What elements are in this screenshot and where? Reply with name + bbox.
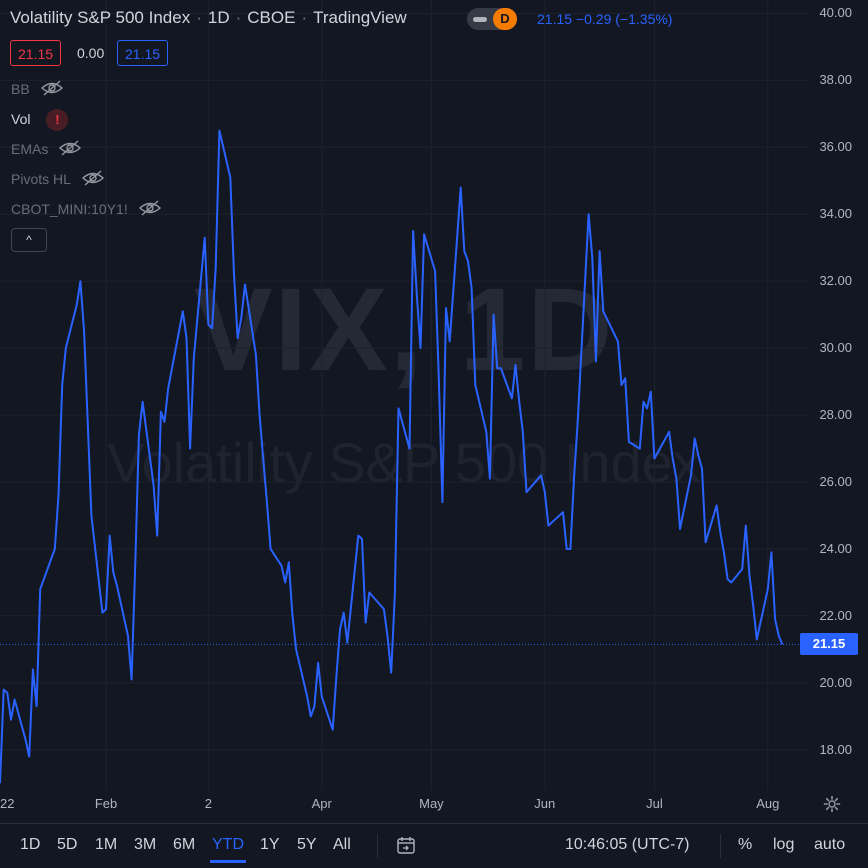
sell-button[interactable]: 21.15	[10, 40, 62, 66]
price-tick-label: 38.00	[819, 72, 852, 88]
range-3m[interactable]: 3M	[134, 836, 157, 853]
price-change: −0.29	[575, 11, 612, 27]
price-scale[interactable]: 40.00 38.00 36.00 34.00 32.00 30.00 28.00 26.00…	[808, 0, 868, 790]
watermark-symbol: VIX, 1D	[193, 264, 615, 396]
separator-dot: ·	[301, 8, 308, 27]
price-change-percent: (−1.35%)	[615, 11, 673, 27]
indicator-cbot-mini[interactable]: CBOT_MINI:10Y1!	[11, 199, 162, 219]
price-tick-label: 40.00	[819, 5, 852, 21]
watermark-description: Volatility S&P 500 Index	[107, 431, 701, 494]
price-tick-label: 18.00	[819, 741, 852, 757]
market-status-toggle[interactable]: D	[467, 8, 517, 30]
price-tick-label: 22.00	[819, 607, 852, 623]
chart-pane[interactable]: VIX, 1D Volatility S&P 500 Index Volatil…	[0, 0, 808, 790]
time-tick-label: Apr	[311, 796, 332, 811]
indicator-label: EMAs	[11, 141, 49, 158]
range-5d[interactable]: 5D	[57, 836, 78, 853]
time-tick-label: Aug	[756, 796, 780, 811]
clock-timezone[interactable]: 10:46:05 (UTC-7)	[565, 836, 690, 853]
range-ytd[interactable]: YTD	[210, 836, 246, 863]
time-tick-label: May	[419, 796, 444, 811]
eye-off-icon[interactable]	[81, 169, 105, 192]
indicator-label: Vol	[11, 111, 31, 127]
indicator-label: BB	[11, 81, 30, 98]
percent-scale-toggle[interactable]: %	[738, 836, 753, 853]
price-tick-label: 28.00	[819, 407, 852, 423]
range-1m[interactable]: 1M	[95, 836, 118, 853]
indicator-label: Pivots HL	[11, 171, 71, 188]
range-1d[interactable]: 1D	[20, 836, 41, 853]
indicator-pivots-hl[interactable]: Pivots HL	[11, 169, 105, 189]
source-label: TradingView	[313, 8, 407, 27]
price-tick-label: 30.00	[819, 340, 852, 356]
eye-off-icon[interactable]	[40, 79, 64, 102]
separator-dot: ·	[235, 8, 242, 27]
price-tick-label: 26.00	[819, 474, 852, 490]
range-5y[interactable]: 5Y	[297, 836, 317, 853]
buy-button[interactable]: 21.15	[117, 40, 169, 66]
time-tick-label: Jun	[534, 796, 556, 811]
gear-icon[interactable]	[823, 795, 841, 818]
range-6m[interactable]: 6M	[173, 836, 196, 853]
price-tick-label: 24.00	[819, 540, 852, 556]
spread-value: 0.00	[77, 45, 105, 61]
indicator-vol[interactable]: Vol!	[11, 109, 69, 132]
chevron-up-icon: ^	[26, 233, 32, 247]
toolbar-divider	[720, 834, 721, 858]
separator-dot: ·	[196, 8, 202, 27]
series-line-vix	[0, 129, 784, 784]
eye-off-icon[interactable]	[138, 199, 162, 222]
price-tick-label: 32.00	[819, 273, 852, 289]
indicator-bb[interactable]: BB	[11, 79, 64, 99]
range-all[interactable]: All	[333, 836, 351, 853]
bottom-toolbar: 1D 5D 1M 3M 6M YTD 1Y 5Y All 10:46:05 (U…	[0, 823, 868, 868]
current-price-label: 21.15	[800, 633, 858, 656]
price-tick-label: 34.00	[819, 206, 852, 222]
calendar-goto-icon[interactable]	[395, 834, 417, 861]
log-scale-toggle[interactable]: log	[773, 836, 795, 853]
indicator-emas[interactable]: EMAs	[11, 139, 82, 159]
price-chart[interactable]	[0, 0, 808, 790]
quote-values: 21.15 −0.29 (−1.35%)	[537, 11, 672, 27]
time-tick-label: 2	[204, 796, 212, 811]
alert-icon[interactable]: !	[46, 109, 69, 132]
price-tick-label: 36.00	[819, 139, 852, 155]
price-tick-label: 20.00	[819, 674, 852, 690]
toolbar-divider	[377, 834, 378, 858]
time-tick-label: Feb	[94, 796, 118, 811]
auto-scale-toggle[interactable]: auto	[814, 836, 846, 853]
eye-off-icon[interactable]	[58, 139, 82, 162]
last-price: 21.15	[537, 11, 573, 27]
indicator-label: CBOT_MINI:10Y1!	[11, 201, 128, 218]
interval-label[interactable]: 1D	[207, 8, 230, 27]
vertical-gridlines	[105, 0, 769, 790]
time-tick-label: 22	[0, 796, 15, 811]
delayed-badge[interactable]: D	[493, 8, 517, 30]
time-scale[interactable]: 22 Feb 2 Apr May Jun Jul Aug	[0, 790, 808, 820]
minus-icon	[473, 17, 487, 22]
time-tick-label: Jul	[646, 796, 663, 811]
symbol-legend[interactable]: Volatility S&P 500 Index · 1D · CBOE · Trading…	[10, 8, 407, 28]
exchange-label: CBOE	[247, 8, 296, 27]
symbol-name[interactable]: Volatility S&P 500 Index	[10, 8, 191, 27]
horizontal-gridlines	[0, 12, 808, 751]
collapse-legend-button[interactable]: ^	[11, 228, 47, 252]
range-1y[interactable]: 1Y	[260, 836, 280, 853]
